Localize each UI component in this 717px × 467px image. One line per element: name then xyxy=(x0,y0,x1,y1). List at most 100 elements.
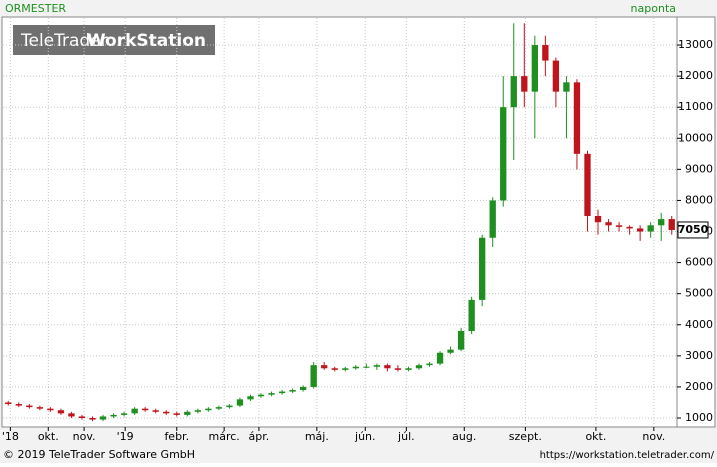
candle-body xyxy=(120,413,128,415)
y-tick-label: 13000 xyxy=(678,38,713,51)
x-tick-label: máj. xyxy=(305,430,329,443)
candle-body xyxy=(47,408,54,411)
candle-body xyxy=(647,225,654,232)
chart-title: ORMESTER xyxy=(5,2,66,15)
x-tick-label: márc. xyxy=(209,430,240,443)
candle-body xyxy=(321,365,328,369)
logo-part2: WorkStation xyxy=(87,31,206,51)
candle-body xyxy=(479,237,486,300)
y-tick-label: 2000 xyxy=(685,380,713,393)
candle-body xyxy=(531,45,538,92)
candle-body xyxy=(268,393,275,395)
candle-body xyxy=(99,416,107,420)
x-tick-label: okt. xyxy=(38,430,59,443)
candle-body xyxy=(552,60,560,92)
x-tick-label: febr. xyxy=(164,430,189,443)
candle-body xyxy=(405,368,412,370)
candle-body xyxy=(573,82,581,154)
candle-body xyxy=(68,413,75,417)
x-tick-label: júl. xyxy=(397,430,415,443)
x-tick-label: ápr. xyxy=(249,430,270,443)
candle-body xyxy=(26,405,33,408)
candle-body xyxy=(500,107,507,201)
candle-body xyxy=(257,394,265,397)
candle-body xyxy=(152,410,159,412)
candle-body xyxy=(636,228,644,232)
candle-body xyxy=(226,405,233,408)
candle-body xyxy=(510,76,517,108)
candle-body xyxy=(236,399,244,406)
x-tick-label: nov. xyxy=(642,430,665,443)
candle-body xyxy=(447,349,454,353)
x-tick-label: aug. xyxy=(452,430,476,443)
candle-body xyxy=(131,408,138,414)
y-tick-label: 6000 xyxy=(685,256,713,269)
candle-body xyxy=(331,368,338,370)
last-price-label: 7050 xyxy=(678,223,709,236)
candle-body xyxy=(142,408,149,411)
candle-body xyxy=(89,418,96,420)
footer-right: https://workstation.teletrader.com/ xyxy=(540,450,715,461)
candle-body xyxy=(173,413,180,415)
candle-body xyxy=(36,407,44,409)
candle-body xyxy=(384,365,391,369)
x-tick-label: szept. xyxy=(509,430,542,443)
x-tick-label: '19 xyxy=(117,430,134,443)
candle-body xyxy=(563,82,570,92)
logo-part1: TeleTrader xyxy=(20,31,108,51)
candle-body xyxy=(215,407,223,409)
candle-body xyxy=(594,215,602,223)
candle-body xyxy=(247,396,254,400)
y-tick-label: 10000 xyxy=(678,131,713,144)
candle-body xyxy=(184,411,191,415)
candle-body xyxy=(194,410,201,412)
candle-body xyxy=(352,366,359,369)
x-tick-label: okt. xyxy=(585,430,606,443)
candle-body xyxy=(205,408,212,411)
y-tick-label: 5000 xyxy=(685,287,713,300)
candle-body xyxy=(289,390,296,392)
candle-body xyxy=(668,219,675,230)
logo-box xyxy=(13,25,215,55)
candle-body xyxy=(342,368,349,370)
candle-body xyxy=(436,352,444,364)
candle-body xyxy=(542,45,549,61)
candle-body xyxy=(615,225,623,227)
x-tick-label: jún. xyxy=(354,430,376,443)
y-tick-label: 9000 xyxy=(685,162,713,175)
candle-body xyxy=(457,330,465,350)
y-tick-label: 1000 xyxy=(685,411,713,424)
candle-body xyxy=(489,200,496,238)
y-tick-label: 11000 xyxy=(678,100,713,113)
candle-body xyxy=(78,416,86,419)
candle-body xyxy=(584,153,591,216)
plot-layer: 1000200030004000500060007000800090001000… xyxy=(2,18,713,443)
candle-body xyxy=(521,76,528,92)
candle-body xyxy=(658,219,665,226)
candle-body xyxy=(626,226,633,229)
candle-body xyxy=(373,365,381,367)
candle-body xyxy=(310,365,317,387)
candle-body xyxy=(5,402,12,405)
candle-body xyxy=(468,299,475,331)
y-tick-label: 8000 xyxy=(685,193,713,206)
candle-body xyxy=(605,222,612,226)
x-tick-label: '18 xyxy=(2,430,19,443)
candle-body xyxy=(57,410,65,414)
period: naponta xyxy=(631,2,676,15)
last-price-box xyxy=(677,221,709,239)
footer-left: © 2019 TeleTrader Software GmbH xyxy=(3,448,195,461)
y-tick-label: 12000 xyxy=(678,69,713,82)
candle-body xyxy=(15,404,22,406)
y-tick-label: 3000 xyxy=(685,349,713,362)
y-tick-label: 4000 xyxy=(685,318,713,331)
candle-body xyxy=(110,414,117,417)
candle-body xyxy=(415,365,423,369)
candle-body xyxy=(299,386,307,391)
candle-body xyxy=(426,363,433,366)
x-tick-label: nov. xyxy=(73,430,96,443)
candle-body xyxy=(363,366,370,368)
candle-body xyxy=(394,368,402,370)
candle-body xyxy=(278,391,286,394)
